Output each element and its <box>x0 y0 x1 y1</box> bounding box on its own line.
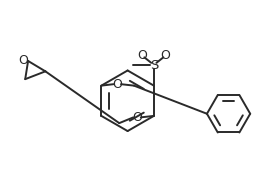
Text: O: O <box>18 54 28 67</box>
Text: O: O <box>161 49 170 62</box>
Text: S: S <box>150 59 158 72</box>
Text: O: O <box>132 111 142 124</box>
Text: O: O <box>112 78 122 91</box>
Text: O: O <box>137 49 147 62</box>
